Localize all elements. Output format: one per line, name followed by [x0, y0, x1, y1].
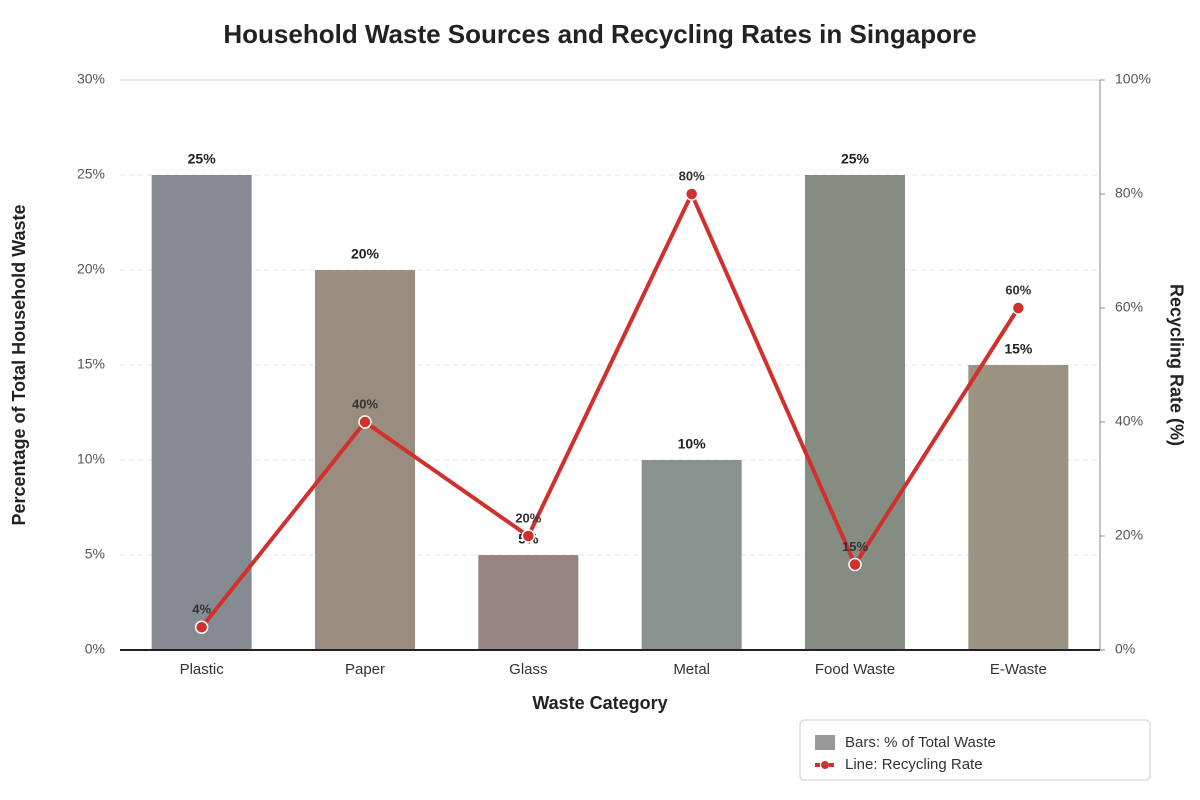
line-point — [194, 620, 209, 634]
x-tick-label: Glass — [509, 661, 547, 678]
y-tick-label: 5% — [85, 546, 105, 562]
y-tick-label: 25% — [77, 166, 105, 182]
legend-swatch-dot — [821, 761, 829, 769]
bar — [151, 175, 252, 650]
legend-label: Line: Recycling Rate — [845, 756, 983, 773]
bar-value-label: 25% — [841, 151, 870, 167]
line-point — [1011, 301, 1026, 315]
line-value-label: 60% — [1005, 282, 1031, 297]
legend-box — [799, 719, 1151, 781]
y-tick-label: 15% — [77, 356, 105, 372]
line-value-label: 15% — [842, 539, 868, 554]
line-point — [848, 557, 862, 572]
y-tick-label: 10% — [77, 451, 105, 467]
line-value-label: 20% — [515, 510, 541, 525]
y2-tick-label: 80% — [1115, 185, 1143, 201]
bar-value-label: 15% — [1004, 341, 1033, 357]
y2-axis-title: Recycling Rate (%) — [1166, 284, 1186, 446]
bar — [641, 460, 742, 650]
y-tick-label: 20% — [77, 261, 105, 277]
bar — [968, 365, 1069, 650]
y-tick-label: 30% — [77, 71, 105, 87]
y-tick-label: 0% — [85, 641, 105, 657]
bar-value-label: 20% — [351, 246, 380, 262]
bar-value-label: 10% — [678, 436, 707, 452]
x-tick-label: Food Waste — [815, 661, 895, 678]
chart-title: Household Waste Sources and Recycling Ra… — [223, 19, 976, 49]
y-axis-title: Percentage of Total Household Waste — [9, 204, 29, 525]
line-point — [358, 415, 372, 429]
line — [200, 189, 1021, 629]
legend-label: Bars: % of Total Waste — [845, 734, 996, 751]
x-tick-label: Plastic — [180, 661, 225, 678]
y2-tick-label: 60% — [1115, 299, 1143, 315]
bar — [805, 175, 905, 650]
x-tick-label: E-Waste — [990, 661, 1047, 678]
y2-tick-label: 20% — [1115, 527, 1143, 543]
line-point — [684, 187, 699, 201]
line-value-label: 80% — [679, 168, 705, 183]
x-tick-label: Paper — [345, 661, 385, 678]
line-point — [521, 529, 536, 543]
line-value-label: 4% — [192, 602, 211, 617]
x-axis-title: Waste Category — [532, 693, 667, 713]
legend-swatch — [815, 735, 835, 750]
y2-tick-label: 100% — [1115, 71, 1151, 87]
y2-tick-label: 0% — [1115, 641, 1135, 657]
bar — [478, 555, 579, 650]
line-value-label: 40% — [352, 396, 378, 411]
bar-value-label: 25% — [188, 151, 217, 167]
x-tick-label: Metal — [673, 661, 710, 678]
y2-tick-label: 40% — [1115, 413, 1143, 429]
bar — [315, 270, 415, 650]
